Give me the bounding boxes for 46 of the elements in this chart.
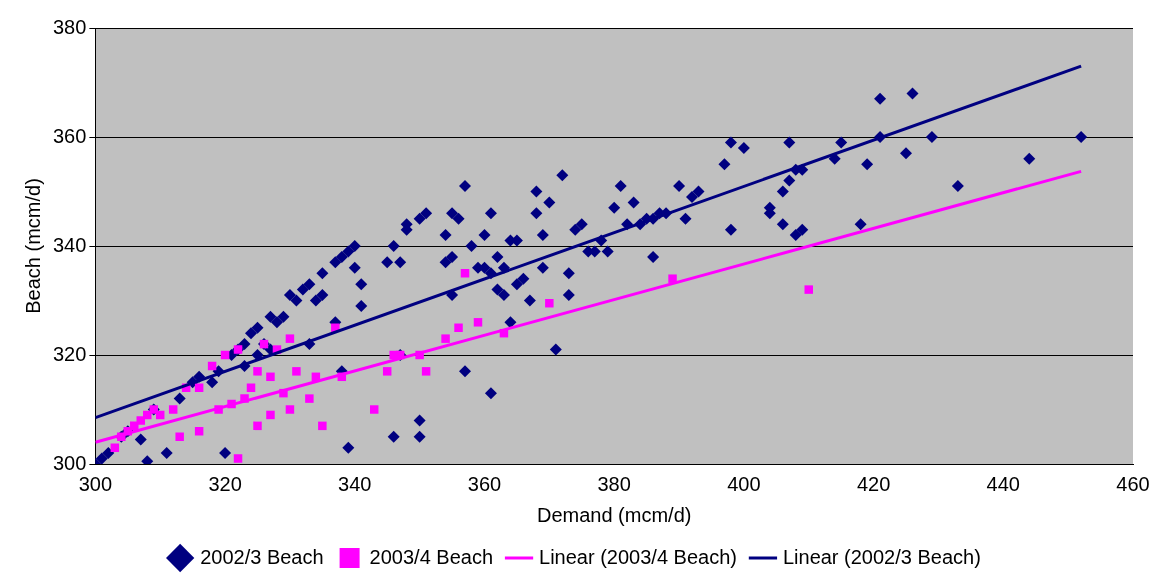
legend-label: Linear (2003/4 Beach) xyxy=(539,545,737,568)
legend-label: Linear (2002/3 Beach) xyxy=(782,545,981,568)
point xyxy=(285,405,295,414)
point xyxy=(285,334,295,343)
point xyxy=(194,383,204,392)
point xyxy=(136,416,146,425)
point xyxy=(305,394,314,403)
point xyxy=(266,372,275,382)
point xyxy=(246,383,256,392)
y-tick-label: 300 xyxy=(52,451,87,474)
legend-label: 2003/4 Beach xyxy=(369,545,494,568)
x-tick-label: 460 xyxy=(1116,472,1150,495)
point xyxy=(168,405,178,414)
point xyxy=(253,421,262,431)
point xyxy=(454,323,463,332)
x-tick-label: 360 xyxy=(467,472,502,495)
x-tick-label: 340 xyxy=(338,472,372,495)
point xyxy=(233,454,243,463)
y-tick-label: 340 xyxy=(52,233,87,256)
point xyxy=(318,421,327,431)
x-tick-label: 300 xyxy=(78,472,113,495)
point xyxy=(369,405,379,414)
point xyxy=(804,285,813,294)
x-axis-title: Demand (mcm/d) xyxy=(536,503,692,526)
point xyxy=(253,367,262,376)
point xyxy=(421,367,431,376)
point xyxy=(110,443,120,452)
point xyxy=(175,432,184,441)
x-tick-label: 400 xyxy=(727,472,761,495)
point xyxy=(545,298,554,308)
point xyxy=(292,367,301,376)
point xyxy=(382,367,392,376)
point xyxy=(668,274,677,283)
y-tick-label: 380 xyxy=(52,15,87,38)
x-tick-label: 380 xyxy=(597,472,631,495)
point xyxy=(266,410,275,420)
y-tick-label: 320 xyxy=(52,342,87,365)
point xyxy=(194,427,204,436)
point xyxy=(473,318,483,327)
point xyxy=(441,334,450,343)
x-tick-label: 420 xyxy=(856,472,891,495)
x-tick-label: 440 xyxy=(986,472,1020,495)
y-axis-title: Beach (mcm/d) xyxy=(21,178,44,314)
y-tick-label: 360 xyxy=(52,124,87,147)
legend-label: 2002/3 Beach xyxy=(200,545,324,568)
x-tick-label: 320 xyxy=(208,472,242,495)
